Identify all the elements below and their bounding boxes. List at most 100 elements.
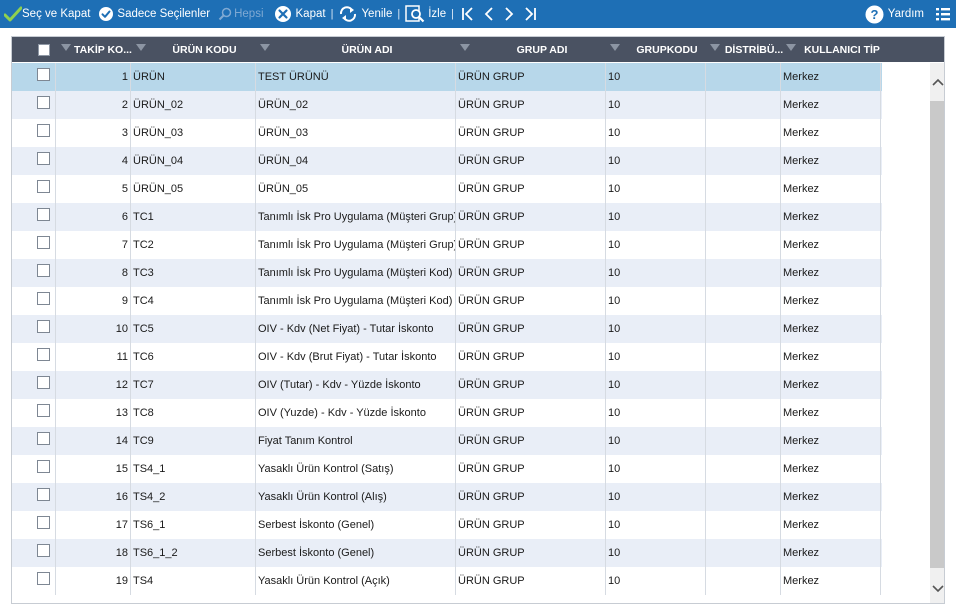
- cell-kullanici-tip: Merkez: [781, 511, 881, 539]
- cell-grup-adi: ÜRÜN GRUP: [456, 91, 606, 119]
- table-row[interactable]: 1 ÜRÜN TEST ÜRÜNÜ ÜRÜN GRUP 10 Merkez: [12, 63, 882, 91]
- table-row[interactable]: 13 TC8 OIV (Yuzde) - Kdv - Yüzde İskonto ÜR…: [12, 399, 882, 427]
- row-check-cell: [12, 147, 56, 175]
- cell-distributor: [706, 175, 781, 203]
- row-checkbox[interactable]: [37, 208, 50, 221]
- row-checkbox[interactable]: [37, 320, 50, 333]
- row-checkbox[interactable]: [37, 292, 50, 305]
- row-checkbox[interactable]: [37, 404, 50, 417]
- select-and-close-button[interactable]: Seç ve Kapat: [0, 0, 92, 28]
- row-check-cell: [12, 315, 56, 343]
- select-and-close-label: Seç ve Kapat: [22, 8, 91, 20]
- row-checkbox[interactable]: [37, 376, 50, 389]
- table-row[interactable]: 16 TS4_2 Yasaklı Ürün Kontrol (Alış) ÜRÜN G…: [12, 483, 882, 511]
- scrollbar-thumb[interactable]: [930, 101, 944, 568]
- row-check-cell: [12, 539, 56, 567]
- row-checkbox[interactable]: [37, 264, 50, 277]
- cell-grupkodu: 10: [606, 399, 706, 427]
- menu-button[interactable]: [934, 0, 952, 28]
- help-button[interactable]: ? Yardım: [863, 0, 926, 28]
- only-selected-button[interactable]: Sadece Seçilenler: [96, 0, 212, 28]
- column-header-distributor[interactable]: DİSTRİBÜ...: [724, 43, 784, 56]
- cell-grup-adi: ÜRÜN GRUP: [456, 147, 606, 175]
- last-page-icon: [523, 7, 537, 21]
- column-header-urun-kodu[interactable]: ÜRÜN KODU: [172, 43, 237, 56]
- cell-grup-adi: ÜRÜN GRUP: [456, 259, 606, 287]
- row-checkbox[interactable]: [37, 124, 50, 137]
- filter-icon[interactable]: [260, 44, 270, 51]
- cell-grup-adi: ÜRÜN GRUP: [456, 483, 606, 511]
- row-checkbox[interactable]: [37, 348, 50, 361]
- all-button[interactable]: Hepsi: [216, 0, 265, 28]
- preview-button[interactable]: İzle: [403, 0, 448, 28]
- cell-distributor: [706, 231, 781, 259]
- filter-icon[interactable]: [136, 44, 146, 51]
- filter-icon[interactable]: [61, 44, 71, 51]
- vertical-scrollbar[interactable]: [930, 63, 944, 603]
- column-header-grupkodu[interactable]: GRUPKODU: [636, 43, 698, 56]
- row-checkbox[interactable]: [37, 432, 50, 445]
- column-header-urun-adi[interactable]: ÜRÜN ADI: [341, 43, 393, 56]
- cell-distributor: [706, 91, 781, 119]
- filter-icon[interactable]: [710, 44, 720, 51]
- scroll-up-icon[interactable]: [932, 77, 944, 89]
- cell-grup-adi: ÜRÜN GRUP: [456, 455, 606, 483]
- table-row[interactable]: 3 ÜRÜN_03 ÜRÜN_03 ÜRÜN GRUP 10 Merkez: [12, 119, 882, 147]
- refresh-button[interactable]: Yenile: [336, 0, 394, 28]
- cell-urun-kodu: ÜRÜN_05: [131, 175, 256, 203]
- table-row[interactable]: 15 TS4_1 Yasaklı Ürün Kontrol (Satış) ÜRÜN …: [12, 455, 882, 483]
- cell-kullanici-tip: Merkez: [781, 231, 881, 259]
- filter-icon[interactable]: [610, 44, 620, 51]
- cell-kullanici-tip: Merkez: [781, 91, 881, 119]
- row-checkbox[interactable]: [37, 68, 50, 81]
- table-row[interactable]: 14 TC9 Fiyat Tanım Kontrol ÜRÜN GRUP 10 Merke…: [12, 427, 882, 455]
- cell-kullanici-tip: Merkez: [781, 455, 881, 483]
- cell-urun-kodu: TS4_2: [131, 483, 256, 511]
- row-checkbox[interactable]: [37, 236, 50, 249]
- toolbar: Seç ve Kapat Sadece Seçilenler Hepsi Kap…: [0, 0, 956, 28]
- cell-grup-adi: ÜRÜN GRUP: [456, 511, 606, 539]
- previous-button[interactable]: [479, 0, 499, 28]
- scroll-down-icon[interactable]: [932, 582, 944, 594]
- table-row[interactable]: 18 TS6_1_2 Serbest İskonto (Genel) ÜRÜN GRU…: [12, 539, 882, 567]
- table-row[interactable]: 19 TS4 Yasaklı Ürün Kontrol (Açık) ÜRÜN GRU…: [12, 567, 882, 595]
- row-checkbox[interactable]: [37, 152, 50, 165]
- table-row[interactable]: 4 ÜRÜN_04 ÜRÜN_04 ÜRÜN GRUP 10 Merkez: [12, 147, 882, 175]
- next-button[interactable]: [499, 0, 519, 28]
- row-checkbox[interactable]: [37, 544, 50, 557]
- filter-icon[interactable]: [460, 44, 470, 51]
- cell-grupkodu: 10: [606, 511, 706, 539]
- row-checkbox[interactable]: [37, 180, 50, 193]
- filter-icon[interactable]: [786, 44, 796, 51]
- cell-distributor: [706, 315, 781, 343]
- previous-icon: [483, 7, 495, 21]
- table-row[interactable]: 9 TC4 Tanımlı İsk Pro Uygulama (Müşteri Ko…: [12, 287, 882, 315]
- close-button[interactable]: Kapat: [272, 0, 328, 28]
- column-header-kullanici-tip[interactable]: KULLANICI TİP: [804, 43, 880, 56]
- column-header-takip-kodu[interactable]: TAKİP KO...: [74, 43, 132, 56]
- table-row[interactable]: 2 ÜRÜN_02 ÜRÜN_02 ÜRÜN GRUP 10 Merkez: [12, 91, 882, 119]
- row-check-cell: [12, 455, 56, 483]
- cell-urun-adi: Yasaklı Ürün Kontrol (Satış): [256, 455, 456, 483]
- last-page-button[interactable]: [519, 0, 541, 28]
- row-checkbox[interactable]: [37, 488, 50, 501]
- table-row[interactable]: 10 TC5 OIV - Kdv (Net Fiyat) - Tutar İskon…: [12, 315, 882, 343]
- first-page-button[interactable]: [457, 0, 479, 28]
- row-checkbox[interactable]: [37, 516, 50, 529]
- table-row[interactable]: 7 TC2 Tanımlı İsk Pro Uygulama (Müşteri Gr…: [12, 231, 882, 259]
- table-row[interactable]: 12 TC7 OIV (Tutar) - Kdv - Yüzde İskonto ÜR…: [12, 371, 882, 399]
- row-check-cell: [12, 231, 56, 259]
- row-checkbox[interactable]: [37, 460, 50, 473]
- table-row[interactable]: 11 TC6 OIV - Kdv (Brut Fiyat) - Tutar İsko…: [12, 343, 882, 371]
- table-row[interactable]: 6 TC1 Tanımlı İsk Pro Uygulama (Müşteri Gr…: [12, 203, 882, 231]
- row-check-cell: [12, 63, 56, 91]
- table-row[interactable]: 5 ÜRÜN_05 ÜRÜN_05 ÜRÜN GRUP 10 Merkez: [12, 175, 882, 203]
- table-row[interactable]: 8 TC3 Tanımlı İsk Pro Uygulama (Müşteri Ko…: [12, 259, 882, 287]
- table-row[interactable]: 17 TS6_1 Serbest İskonto (Genel) ÜRÜN GRUP 1…: [12, 511, 882, 539]
- row-checkbox[interactable]: [37, 96, 50, 109]
- column-header-grup-adi[interactable]: GRUP ADI: [516, 43, 568, 56]
- select-all-checkbox[interactable]: [37, 37, 51, 62]
- cell-distributor: [706, 259, 781, 287]
- toolbar-separator: |: [451, 8, 454, 20]
- row-checkbox[interactable]: [37, 572, 50, 585]
